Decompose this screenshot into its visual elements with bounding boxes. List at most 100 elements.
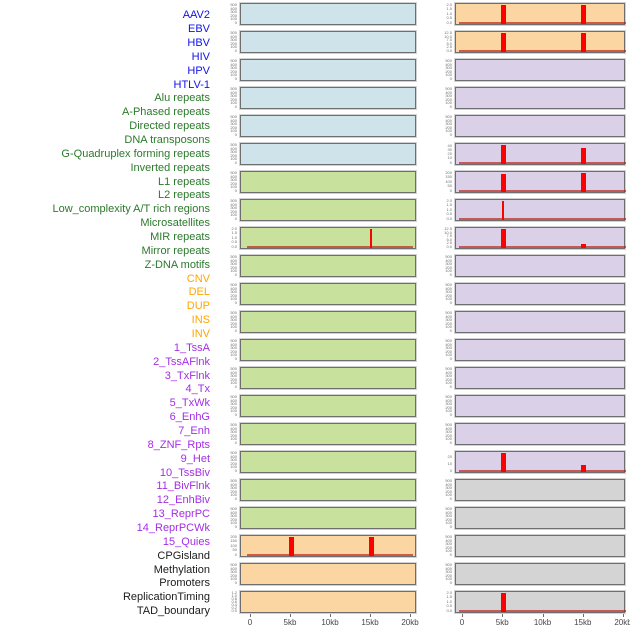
y-tick-label: 100 [230, 268, 237, 273]
y-tick-label: 50 [447, 183, 452, 189]
x-tick-mark [330, 614, 331, 617]
y-tick-label: 12.5 [444, 226, 452, 231]
y-tick-label: 2.5 [446, 44, 452, 49]
y-tick-label: 100 [445, 548, 452, 553]
x-tick-label-right-2: 10kb [533, 618, 552, 627]
y-axis-11-bivflnk: 500 400 300 200 100 0 [431, 339, 453, 361]
y-tick-label: 200 [445, 432, 452, 438]
track-label-a-phased-repeats: A-Phased repeats [121, 106, 210, 119]
y-tick-label: 300 [230, 93, 237, 98]
x-tick-label-left-3: 15kb [361, 618, 379, 627]
panel-mir-repeats [240, 451, 416, 473]
histogram-baseline [459, 161, 626, 164]
y-tick-label: 200 [445, 292, 452, 298]
panel-cpgisland [455, 479, 625, 501]
y-tick-label: 0 [234, 299, 237, 305]
y-tick-label: 400 [445, 509, 452, 515]
y-tick-label: 400 [230, 257, 237, 263]
y-tick-label: 0 [234, 439, 237, 445]
y-tick-label: 400 [445, 397, 452, 403]
peak-spike-15kb [581, 172, 587, 192]
y-tick-label: 100 [445, 178, 452, 184]
y-axis-hiv: 500 400 300 200 100 0 [216, 87, 238, 109]
y-axis-g-quadruplex-forming-repeats: 500 400 300 200 100 0 [216, 283, 238, 305]
y-tick-label: 300 [230, 513, 237, 518]
y-axis-14-reprpcwk: 500 400 300 200 100 0 [431, 423, 453, 445]
x-tick-label-left-2: 10kb [321, 618, 339, 627]
track-label-tad-boundary: TAD_boundary [136, 605, 210, 618]
x-tick-mark [462, 614, 463, 617]
track-label-5-txwk: 5_TxWk [169, 397, 210, 410]
y-axis-6-enhg: 2.0 1.5 1.0 0.5 0.0 [431, 199, 453, 221]
panel-promoters [455, 535, 625, 557]
peak-spike-15kb [581, 148, 587, 164]
y-tick-label: 400 [445, 89, 452, 95]
track-label-g-quadruplex-forming-repeats: G-Quadruplex forming repeats [61, 147, 210, 160]
y-tick-label: 200 [230, 152, 237, 158]
y-tick-label: 200 [230, 124, 237, 130]
y-axis-mirror-repeats: 500 400 300 200 100 0 [216, 479, 238, 501]
histogram-baseline [459, 21, 626, 24]
track-label-dna-transposons: DNA transposons [124, 133, 210, 146]
y-tick-label: 0.5 [231, 239, 237, 245]
y-tick-label: 500 [230, 58, 237, 63]
y-tick-label: 0 [449, 327, 452, 333]
panel-cnv [240, 535, 416, 557]
y-tick-label: 0 [234, 271, 237, 277]
panel-a-phased-repeats [240, 199, 416, 221]
y-axis-4-tx: 40 30 20 10 0 [431, 143, 453, 165]
x-tick-mark [582, 614, 584, 617]
y-tick-label: 500 [230, 30, 237, 35]
track-label-del: DEL [188, 286, 210, 299]
y-tick-label: 500 [230, 142, 237, 147]
y-tick-label: 0 [449, 271, 452, 277]
peak-spike-5kb [500, 173, 506, 192]
y-tick-label: 0 [234, 411, 237, 417]
y-tick-label: 10 [447, 155, 452, 161]
y-tick-label: 400 [230, 397, 237, 403]
y-tick-label: 100 [230, 436, 237, 441]
y-axis-15-quies: 20 10 0 [431, 451, 453, 473]
y-tick-label: 200 [230, 404, 237, 410]
y-tick-label: 300 [230, 177, 237, 182]
track-label-9-het: 9_Het [180, 452, 210, 465]
y-tick-label: 100 [445, 408, 452, 413]
panel-microsatellites [240, 423, 416, 445]
y-tick-label: 0 [234, 187, 237, 193]
peak-spike-15kb [581, 32, 587, 52]
y-tick-label: 400 [230, 117, 237, 123]
panel-9-het [455, 283, 625, 305]
y-tick-label: 300 [230, 485, 237, 490]
y-tick-label: 300 [445, 513, 452, 518]
y-tick-label: 400 [230, 481, 237, 487]
y-tick-label: 150 [445, 174, 452, 180]
y-tick-label: 100 [445, 296, 452, 301]
panel-7-enh [455, 227, 626, 249]
track-label-dup: DUP [186, 300, 210, 313]
y-axis-mir-repeats: 500 400 300 200 100 0 [216, 451, 238, 473]
y-tick-label: 200 [230, 432, 237, 438]
y-tick-label: 0.0 [446, 243, 452, 249]
track-label-1-tssa: 1_TssA [173, 341, 210, 354]
track-label-promoters: Promoters [159, 577, 210, 590]
y-tick-label: 0 [234, 327, 237, 333]
y-tick-label: 400 [230, 89, 237, 95]
y-tick-label: 200 [445, 404, 452, 410]
y-tick-label: 200 [230, 292, 237, 298]
x-tick-label-left-4: 20kb [401, 618, 419, 627]
y-tick-label: 400 [445, 117, 452, 123]
y-tick-label: 300 [230, 345, 237, 350]
y-tick-label: 0.0 [446, 215, 452, 221]
y-tick-label: 0 [449, 187, 452, 193]
track-label-2-tssaflnk: 2_TssAFlnk [153, 355, 210, 368]
track-label-3-txflnk: 3_TxFlnk [164, 369, 210, 382]
x-tick-label-left-1: 5kb [283, 618, 297, 627]
panel-1-tssa [455, 59, 625, 81]
track-label-hiv: HIV [191, 50, 210, 63]
y-tick-label: 10 [447, 460, 452, 466]
panel-2-tssaflnk [455, 87, 625, 109]
panel-13-reprpc [455, 395, 625, 417]
y-tick-label: 300 [230, 205, 237, 210]
x-tick-label-right-4: 20kb [614, 618, 630, 627]
panel-l1-repeats [240, 339, 416, 361]
